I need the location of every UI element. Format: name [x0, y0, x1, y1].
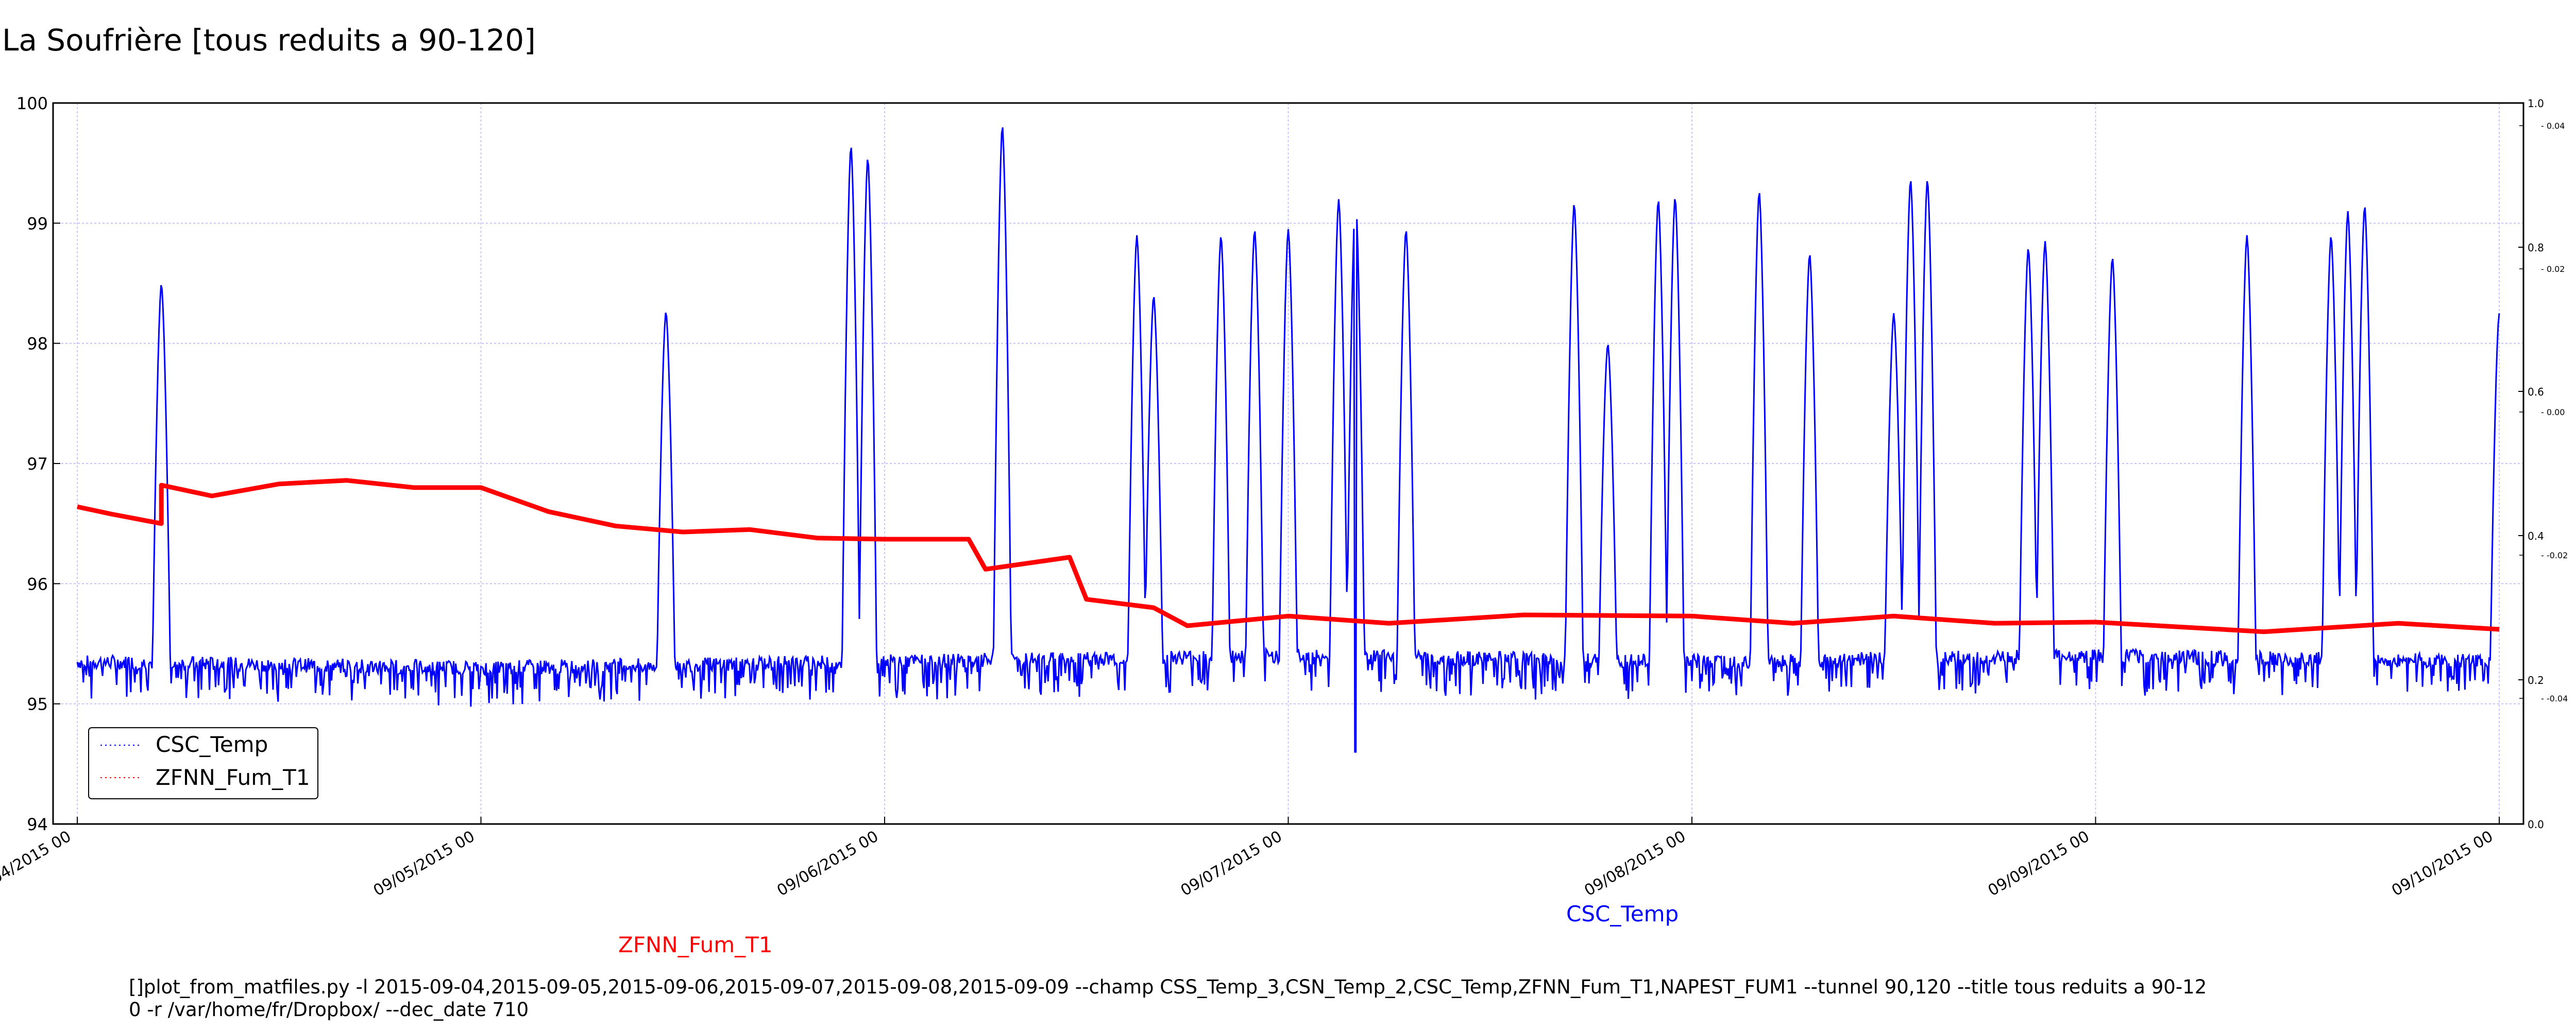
y-tick-label: 95 [27, 695, 48, 714]
y-tick-label: 97 [27, 454, 48, 474]
series-csc-temp [76, 127, 2500, 753]
y-axis: 94 95 96 97 98 99 100 [16, 94, 60, 834]
x-tick-label: 09/06/2015 00 [774, 828, 882, 900]
command-line-caption: []plot_from_matfiles.py -l 2015-09-04,20… [129, 976, 2207, 1021]
y-tick-label: 98 [27, 334, 48, 354]
footer-label-csc-temp: CSC_Temp [1566, 901, 1679, 926]
legend-box [88, 727, 318, 799]
right-tick-label: 0.4 [2528, 530, 2544, 542]
x-axis: 09/04/2015 00 09/05/2015 00 09/06/2015 00 0… [0, 817, 2500, 900]
series-zfnn-fum-t1 [77, 478, 2500, 634]
x-tick-label: 09/04/2015 00 [0, 828, 74, 900]
right-minor-tick-label: - -0.02 [2541, 551, 2568, 560]
x-tick-label: 09/08/2015 00 [1581, 828, 1689, 900]
command-line-2: 0 -r /var/home/fr/Dropbox/ --dec_date 71… [129, 999, 529, 1021]
y-tick-label: 94 [27, 815, 48, 834]
y-tick-label: 96 [27, 574, 48, 594]
right-minor-tick-label: - 0.04 [2541, 121, 2565, 131]
legend-label-csc-temp: CSC_Temp [156, 732, 268, 757]
legend: CSC_Temp ZFNN_Fum_T1 [88, 727, 318, 799]
command-line-1: []plot_from_matfiles.py -l 2015-09-04,20… [129, 976, 2207, 998]
right-tick-label: 0.6 [2528, 386, 2544, 398]
x-tick-label: 09/10/2015 00 [2388, 828, 2496, 900]
footer-label-zfnn-fum-t1: ZFNN_Fum_T1 [618, 932, 773, 957]
x-tick-label: 09/07/2015 00 [1178, 828, 1285, 900]
series-line-csc-temp [76, 127, 2500, 753]
y-tick-label: 99 [27, 214, 48, 233]
right-minor-tick-label: - -0.04 [2541, 694, 2568, 703]
right-minor-tick-label: - 0.00 [2541, 407, 2565, 417]
series-line-zfnn-fum-t1 [77, 478, 2500, 634]
right-tick-label: 0.2 [2528, 674, 2544, 686]
right-axis: 0.0 0.2 0.4 0.6 0.8 1.0 - -0.04 - -0.02 - 0.00 - … [2518, 97, 2568, 831]
right-tick-label: 0.0 [2528, 818, 2544, 831]
right-tick-label: 1.0 [2528, 97, 2544, 110]
chart-title: La Soufrière [tous reduits a 90-120] [2, 23, 536, 58]
x-tick-label: 09/09/2015 00 [1985, 828, 2093, 900]
y-tick-label: 100 [16, 94, 48, 113]
right-tick-label: 0.8 [2528, 242, 2544, 254]
x-tick-label: 09/05/2015 00 [370, 828, 478, 900]
grid-lines [53, 102, 2523, 825]
right-minor-tick-label: - 0.02 [2541, 264, 2565, 274]
legend-label-zfnn-fum-t1: ZFNN_Fum_T1 [156, 765, 310, 790]
